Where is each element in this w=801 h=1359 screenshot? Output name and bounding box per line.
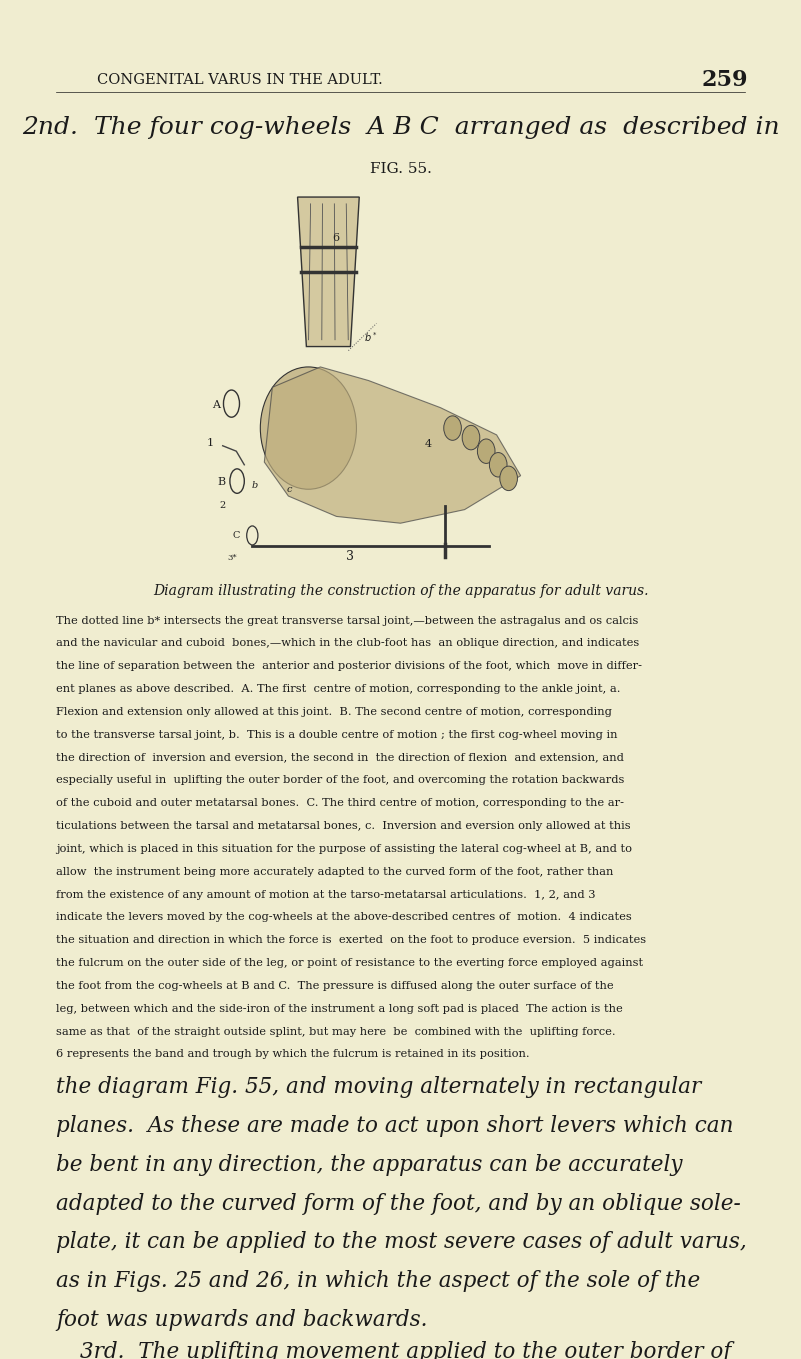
Text: the fulcrum on the outer side of the leg, or point of resistance to the everting: the fulcrum on the outer side of the leg… — [56, 958, 643, 968]
Text: leg, between which and the side-iron of the instrument a long soft pad is placed: leg, between which and the side-iron of … — [56, 1004, 623, 1014]
Text: same as that  of the straight outside splint, but may here  be  combined with th: same as that of the straight outside spl… — [56, 1026, 616, 1037]
Text: FIG. 55.: FIG. 55. — [369, 162, 432, 175]
Text: the diagram Fig. 55, and moving alternately in rectangular: the diagram Fig. 55, and moving alternat… — [56, 1076, 702, 1098]
Ellipse shape — [462, 425, 480, 450]
Text: B: B — [218, 477, 226, 487]
Polygon shape — [264, 367, 521, 523]
FancyBboxPatch shape — [136, 183, 585, 578]
Text: 2: 2 — [219, 501, 226, 510]
Text: c: c — [287, 485, 292, 493]
Ellipse shape — [444, 416, 461, 440]
Text: from the existence of any amount of motion at the tarso-metatarsal articulations: from the existence of any amount of moti… — [56, 890, 596, 900]
Ellipse shape — [500, 466, 517, 491]
Polygon shape — [298, 197, 359, 347]
Text: 3*: 3* — [227, 554, 237, 561]
Text: planes.  As these are made to act upon short levers which can: planes. As these are made to act upon sh… — [56, 1114, 734, 1137]
Text: A: A — [212, 400, 220, 409]
Text: C: C — [232, 531, 239, 540]
Text: ent planes as above described.  A. The first  centre of motion, corresponding to: ent planes as above described. A. The fi… — [56, 684, 621, 694]
Text: the line of separation between the  anterior and posterior divisions of the foot: the line of separation between the anter… — [56, 662, 642, 671]
Text: 259: 259 — [702, 68, 748, 91]
Text: 3rd.  The uplifting movement applied to the outer border of: 3rd. The uplifting movement applied to t… — [80, 1341, 731, 1359]
Text: foot was upwards and backwards.: foot was upwards and backwards. — [56, 1309, 428, 1330]
Text: of the cuboid and outer metatarsal bones.  C. The third centre of motion, corres: of the cuboid and outer metatarsal bones… — [56, 798, 624, 809]
Text: the foot from the cog-wheels at B and C.  The pressure is diffused along the out: the foot from the cog-wheels at B and C.… — [56, 981, 614, 991]
Text: Diagram illustrating the construction of the apparatus for adult varus.: Diagram illustrating the construction of… — [153, 584, 648, 598]
Text: CONGENITAL VARUS IN THE ADULT.: CONGENITAL VARUS IN THE ADULT. — [98, 72, 383, 87]
Text: the situation and direction in which the force is  exerted  on the foot to produ: the situation and direction in which the… — [56, 935, 646, 946]
Text: 1: 1 — [207, 438, 214, 447]
Ellipse shape — [477, 439, 495, 463]
Text: adapted to the curved form of the foot, and by an oblique sole-: adapted to the curved form of the foot, … — [56, 1193, 741, 1215]
Text: to the transverse tarsal joint, b.  This is a double centre of motion ; the firs: to the transverse tarsal joint, b. This … — [56, 730, 618, 739]
Ellipse shape — [489, 453, 507, 477]
Text: 3: 3 — [346, 550, 354, 563]
Text: 6 represents the band and trough by which the fulcrum is retained in its positio: 6 represents the band and trough by whic… — [56, 1049, 529, 1060]
Text: b: b — [252, 481, 258, 489]
Text: plate, it can be applied to the most severe cases of adult varus,: plate, it can be applied to the most sev… — [56, 1231, 747, 1253]
Text: be bent in any direction, the apparatus can be accurately: be bent in any direction, the apparatus … — [56, 1154, 682, 1176]
Text: $b^*$: $b^*$ — [364, 330, 378, 344]
Text: 4: 4 — [425, 439, 432, 448]
Text: The dotted line b* intersects the great transverse tarsal joint,—between the ast: The dotted line b* intersects the great … — [56, 616, 638, 625]
Text: indicate the levers moved by the cog-wheels at the above-described centres of  m: indicate the levers moved by the cog-whe… — [56, 912, 632, 923]
Ellipse shape — [260, 367, 356, 489]
Text: allow  the instrument being more accurately adapted to the curved form of the fo: allow the instrument being more accurate… — [56, 867, 614, 877]
Text: especially useful in  uplifting the outer border of the foot, and overcoming the: especially useful in uplifting the outer… — [56, 776, 625, 786]
Text: as in Figs. 25 and 26, in which the aspect of the sole of the: as in Figs. 25 and 26, in which the aspe… — [56, 1269, 700, 1292]
Text: and the navicular and cuboid  bones,—which in the club-foot has  an oblique dire: and the navicular and cuboid bones,—whic… — [56, 639, 639, 648]
Text: ticulations between the tarsal and metatarsal bones, c.  Inversion and eversion : ticulations between the tarsal and metat… — [56, 821, 630, 832]
Text: 6: 6 — [332, 232, 340, 242]
Text: Flexion and extension only allowed at this joint.  B. The second centre of motio: Flexion and extension only allowed at th… — [56, 707, 612, 718]
Text: joint, which is placed in this situation for the purpose of assisting the latera: joint, which is placed in this situation… — [56, 844, 632, 853]
Text: 2nd.  The four cog-wheels  A B C  arranged as  described in: 2nd. The four cog-wheels A B C arranged … — [22, 117, 779, 139]
Text: the direction of  inversion and eversion, the second in  the direction of flexio: the direction of inversion and eversion,… — [56, 753, 624, 762]
